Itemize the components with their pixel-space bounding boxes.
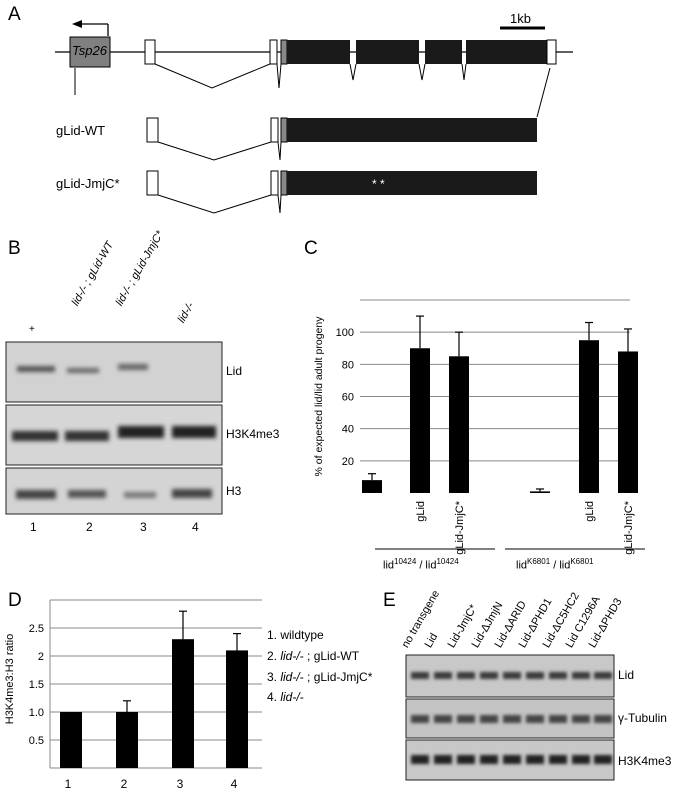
- construct-jmjc-label: gLid-JmjC*: [56, 176, 120, 191]
- blot-e-label-lid: Lid: [618, 668, 635, 682]
- y-tick-label: 1.5: [29, 679, 44, 691]
- blot-band: [503, 755, 521, 764]
- panel-b-letter: B: [8, 238, 21, 259]
- panel-e-letter: E: [383, 590, 396, 611]
- legend-d-2: 2. lid-/- ; gLid-WT: [267, 649, 360, 663]
- y-tick-label: 40: [342, 424, 354, 436]
- bar: [60, 712, 82, 768]
- x-category-label: gLid: [584, 501, 596, 522]
- y-axis-label: % of expected lid/lid adult progeny: [313, 316, 325, 477]
- y-tick-label: 1.0: [29, 707, 44, 719]
- blot-e-label-h3k4me3: H3K4me3: [618, 754, 672, 768]
- blot-band: [480, 715, 498, 723]
- blot-band: [457, 672, 475, 679]
- bar: [362, 480, 382, 493]
- legend-d-1: 1. wildtype: [267, 628, 324, 642]
- blot-band: [594, 715, 612, 723]
- lane-number-3: 3: [140, 520, 147, 534]
- blot-band: [434, 672, 452, 679]
- blot-b-label-h3k4me3: H3K4me3: [226, 427, 280, 441]
- blot-band: [549, 755, 567, 764]
- blot-band: [480, 755, 498, 764]
- blot-band: [526, 672, 544, 679]
- blot-band: [549, 715, 567, 723]
- x-category-label: 2: [121, 777, 128, 791]
- lane-number-2: 2: [86, 520, 93, 534]
- x-category-label: gLid-JmjC*: [454, 500, 466, 555]
- blot-band: [594, 755, 612, 764]
- y-tick-label: 60: [342, 392, 354, 404]
- tsp26-gene-box: [69, 36, 111, 68]
- bar: [172, 639, 194, 768]
- blot-band: [480, 672, 498, 679]
- blot-band: [503, 715, 521, 723]
- lane-number-1: 1: [30, 520, 37, 534]
- blot-band: [434, 715, 452, 723]
- blot-b-label-lid: Lid: [226, 364, 243, 378]
- blot-band: [411, 755, 429, 764]
- panel-c-letter: C: [304, 238, 318, 259]
- lane-number-4: 4: [192, 520, 199, 534]
- x-category-label: gLid-JmjC*: [623, 500, 635, 555]
- chart-d: 0.5 1.0 1.5 2 2.5 H3K4me3:H3 ratio 1 2 3 4: [4, 599, 262, 791]
- y-tick-label: 2.5: [29, 623, 44, 635]
- group2-label: lidK6801 / lidK6801: [516, 557, 594, 572]
- scale-bar-label: 1kb: [510, 11, 531, 26]
- bar: [530, 491, 550, 493]
- blot-band: [572, 755, 590, 764]
- western-blot-b: [5, 341, 223, 515]
- panel-a-letter: A: [8, 4, 21, 25]
- bar: [116, 712, 138, 768]
- x-category-label: 3: [177, 777, 184, 791]
- blot-band: [526, 715, 544, 723]
- blot-band: [572, 672, 590, 679]
- y-tick-label: 0.5: [29, 735, 44, 747]
- group1-label: lid10424 / lid10424: [383, 557, 459, 572]
- lane-header-wt: +: [29, 324, 35, 335]
- blot-band: [572, 715, 590, 723]
- y-tick-label: 20: [342, 456, 354, 468]
- panel-d-letter: D: [8, 590, 22, 611]
- x-category-label: 1: [65, 777, 72, 791]
- bar: [449, 356, 469, 493]
- blot-band: [434, 755, 452, 764]
- y-tick-label: 2: [38, 651, 44, 663]
- chart-c: 20 40 60 80 100 % of expected lid/lid adult p…: [313, 299, 645, 555]
- blot-band: [411, 715, 429, 723]
- blot-band: [503, 672, 521, 679]
- blot-band: [594, 672, 612, 679]
- legend-d-4: 4. lid-/-: [267, 690, 304, 704]
- blot-b-label-h3: H3: [226, 484, 242, 498]
- y-tick-label: 100: [336, 327, 354, 339]
- blot-band: [457, 715, 475, 723]
- gene-diagram: [55, 20, 573, 214]
- tsp26-label: Tsp26: [72, 43, 107, 58]
- bar: [618, 351, 638, 493]
- y-axis-label: H3K4me3:H3 ratio: [4, 634, 16, 725]
- mutation-marks: * *: [372, 177, 385, 191]
- x-category-label: gLid: [415, 501, 427, 522]
- bar: [410, 348, 430, 493]
- blot-band: [411, 672, 429, 679]
- y-tick-label: 80: [342, 359, 354, 371]
- blot-band: [526, 755, 544, 764]
- blot-band: [549, 672, 567, 679]
- blot-band: [457, 755, 475, 764]
- blot-e-label-tubulin: γ-Tubulin: [618, 711, 667, 725]
- x-category-label: 4: [231, 777, 238, 791]
- bar: [226, 650, 248, 768]
- construct-wt-label: gLid-WT: [56, 123, 106, 138]
- bar: [579, 340, 599, 493]
- legend-d-3: 3. lid-/- ; gLid-JmjC*: [267, 670, 373, 684]
